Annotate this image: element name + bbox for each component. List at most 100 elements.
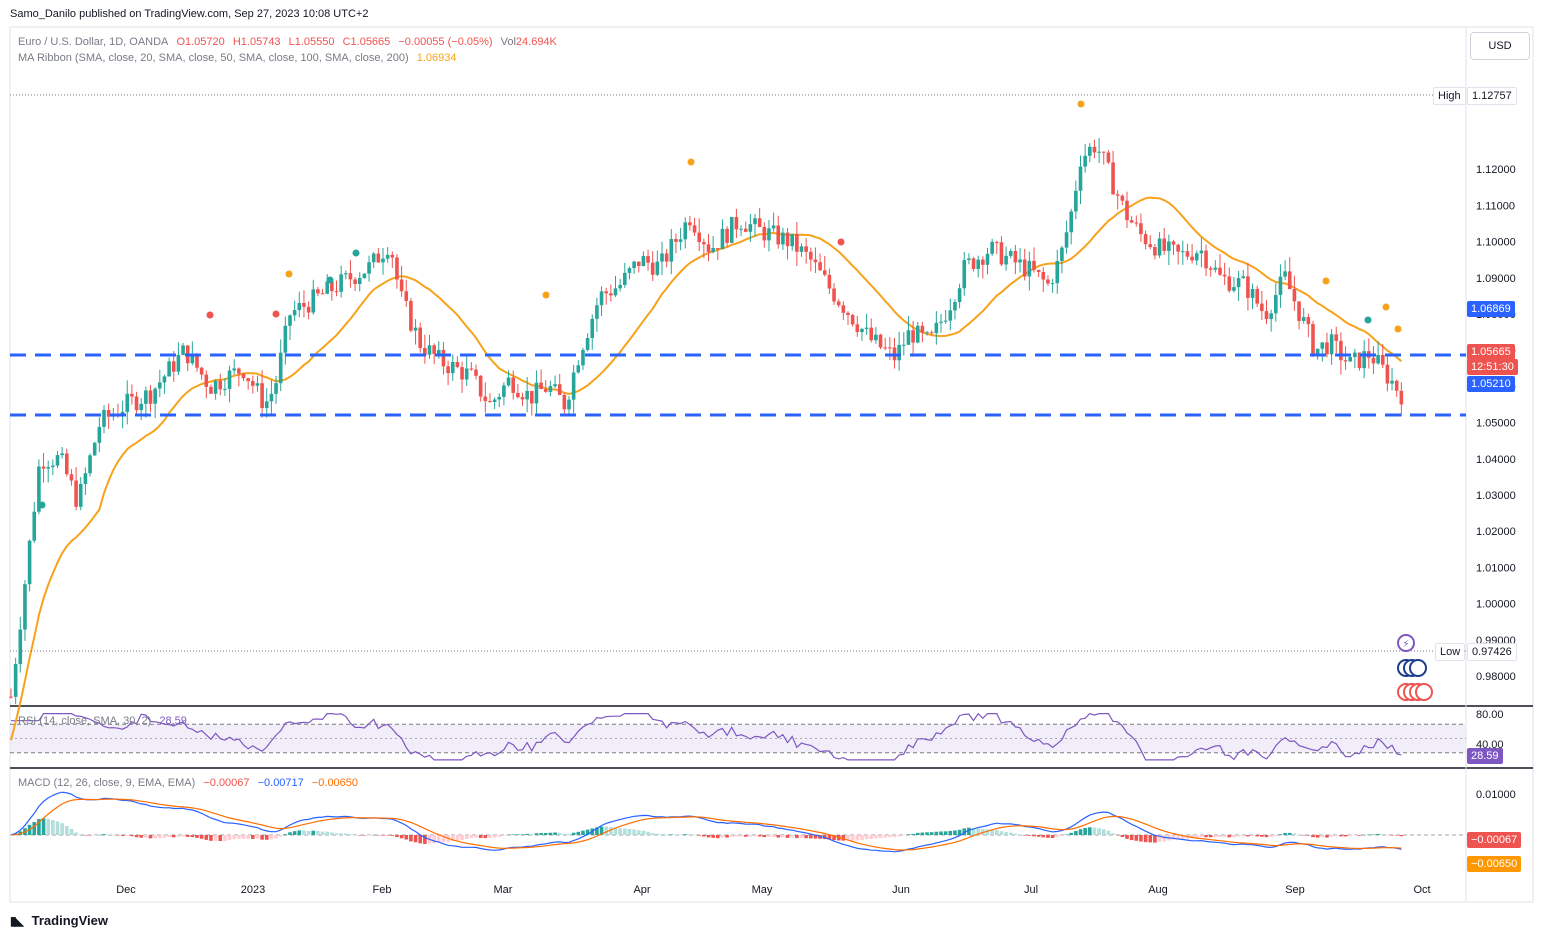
candle-body xyxy=(734,217,739,230)
candle-body xyxy=(1236,278,1241,288)
macd-histogram-bar xyxy=(1222,835,1227,837)
lightning-glyph-icon: ⚡ xyxy=(1402,639,1409,650)
macd-histogram-bar xyxy=(1390,835,1394,836)
symbol-title[interactable]: Euro / U.S. Dollar, 1D, OANDA xyxy=(18,36,169,48)
candle-body xyxy=(553,384,557,387)
candle-body xyxy=(357,277,362,285)
candle-body xyxy=(1371,357,1376,364)
candle-body xyxy=(943,320,948,322)
macd-histogram-bar xyxy=(623,828,627,835)
macd-histogram-bar xyxy=(1264,835,1269,838)
candle-body xyxy=(1162,238,1166,251)
candle-body xyxy=(1339,340,1343,361)
signal-dot xyxy=(542,291,550,299)
macd-histogram-bar xyxy=(869,835,874,840)
low-label-tag: Low xyxy=(1435,643,1466,661)
macd-histogram-bar xyxy=(413,835,418,843)
candle-body xyxy=(409,300,413,331)
currency-button[interactable]: USD xyxy=(1470,32,1530,60)
macd-histogram-bar xyxy=(1385,834,1390,836)
ma-ribbon-label[interactable]: MA Ribbon (SMA, close, 20, SMA, close, 5… xyxy=(18,52,409,64)
candle-body xyxy=(83,473,88,484)
macd-signal-tag: −0.00650 xyxy=(1467,856,1522,872)
candle-body xyxy=(902,344,906,346)
candle-body xyxy=(464,368,469,380)
macd-histogram-bar xyxy=(711,835,715,838)
tradingview-logo[interactable]: ▮◣ TradingView xyxy=(10,913,108,928)
candle-body xyxy=(548,386,553,392)
macd-histogram-bar xyxy=(1278,834,1283,835)
macd-histogram-bar xyxy=(441,835,446,843)
candle-body xyxy=(1022,259,1027,277)
macd-histogram-bar xyxy=(1232,835,1236,838)
candle-body xyxy=(78,483,83,507)
candle-body xyxy=(1115,194,1120,196)
macd-histogram-bar xyxy=(1227,835,1232,838)
macd-histogram-bar xyxy=(692,834,697,836)
macd-histogram-bar xyxy=(41,818,46,835)
macd-histogram-bar xyxy=(381,835,385,836)
macd-histogram-bar xyxy=(1064,834,1069,835)
macd-histogram-bar xyxy=(1367,834,1371,836)
macd-histogram-bar xyxy=(455,835,460,841)
macd-histogram-bar xyxy=(302,830,306,835)
macd-histogram-bar xyxy=(199,835,204,839)
candle-body xyxy=(878,334,883,348)
candle-body xyxy=(1204,250,1208,269)
macd-histogram-bar xyxy=(1162,835,1166,842)
macd-histogram-bar xyxy=(669,834,674,835)
candle-body xyxy=(260,383,264,408)
macd-histogram-bar xyxy=(376,835,381,836)
candle-body xyxy=(702,242,706,245)
publisher-line: Samo_Danilo published on TradingView.com… xyxy=(10,8,369,20)
macd-histogram-bar xyxy=(92,835,97,836)
macd-histogram-bar xyxy=(1013,833,1018,835)
candle-body xyxy=(1083,155,1087,167)
rsi-label[interactable]: RSI (14, close, SMA, 30, 2) xyxy=(18,715,152,727)
macd-histogram-bar xyxy=(385,835,390,836)
macd-histogram-bar xyxy=(362,835,367,836)
candle-body xyxy=(1334,334,1339,341)
candle-body xyxy=(874,334,878,341)
macd-histogram-bar xyxy=(771,835,776,837)
candle-body xyxy=(404,291,409,301)
candle-body xyxy=(841,305,846,313)
candle-body xyxy=(334,291,339,293)
macd-histogram-bar xyxy=(395,835,399,838)
candle-body xyxy=(278,352,283,384)
candle-body xyxy=(311,289,316,313)
candle-body xyxy=(176,354,181,372)
macd-histogram-bar xyxy=(706,835,711,838)
macd-histogram-bar xyxy=(223,835,227,841)
candle-body xyxy=(1222,274,1227,277)
macd-histogram-bar xyxy=(1306,835,1311,836)
candle-body xyxy=(1088,146,1092,156)
candle-body xyxy=(729,217,734,243)
last-price-tag: 1.05665 xyxy=(1467,344,1515,360)
candle-body xyxy=(264,401,269,408)
candle-body xyxy=(1120,195,1125,201)
macd-histogram-bar xyxy=(460,835,464,840)
macd-histogram-bar xyxy=(767,835,771,838)
chart-frame xyxy=(9,26,1534,903)
macd-histogram-bar xyxy=(548,832,553,835)
candle-body xyxy=(1134,222,1139,224)
candle-body xyxy=(302,302,306,307)
macd-histogram-bar xyxy=(353,834,357,836)
candle-body xyxy=(957,288,962,303)
candle-body xyxy=(976,259,980,269)
macd-histogram-bar xyxy=(1190,835,1194,839)
candle-body xyxy=(711,248,715,253)
candle-body xyxy=(432,345,436,354)
macd-histogram-bar xyxy=(1027,835,1032,836)
signal-dot xyxy=(1077,100,1085,108)
macd-signal-value: −0.00650 xyxy=(311,777,359,789)
macd-label[interactable]: MACD (12, 26, close, 9, EMA, EMA) xyxy=(18,777,196,789)
macd-histogram-bar xyxy=(32,822,37,835)
signal-dot xyxy=(285,270,293,278)
candle-body xyxy=(460,367,464,380)
macd-histogram-bar xyxy=(1101,829,1106,835)
volume-label: Vol24.694K xyxy=(500,36,557,48)
macd-histogram-bar xyxy=(51,820,55,835)
